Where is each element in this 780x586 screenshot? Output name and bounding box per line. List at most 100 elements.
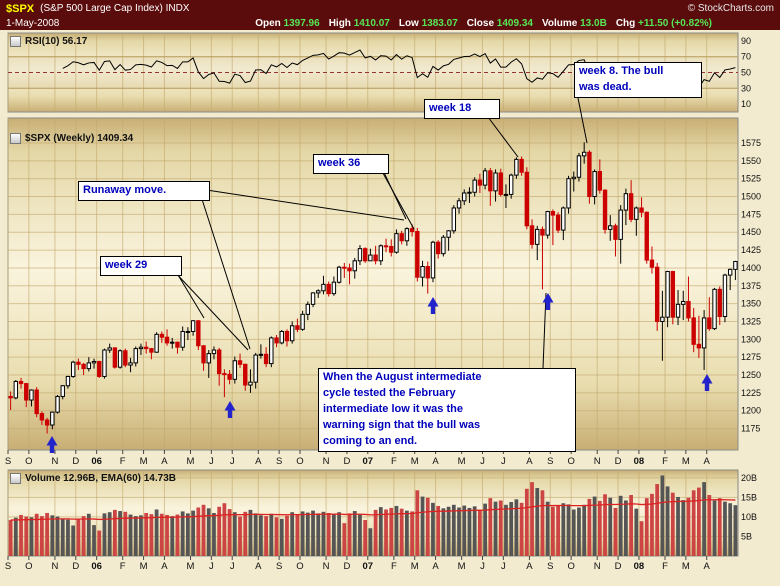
svg-text:O: O	[296, 561, 303, 572]
svg-text:A: A	[526, 456, 533, 467]
svg-text:A: A	[432, 456, 439, 467]
quote-low: Low 1383.07	[398, 17, 458, 29]
svg-text:O: O	[567, 456, 574, 467]
svg-text:1450: 1450	[741, 227, 761, 237]
svg-text:1325: 1325	[741, 316, 761, 326]
quote-change: Chg +11.50 (+0.82%)	[615, 17, 712, 29]
svg-text:S: S	[5, 561, 11, 572]
svg-text:J: J	[209, 456, 214, 467]
svg-text:M: M	[682, 456, 690, 467]
rsi-label-text: RSI(10) 56.17	[25, 36, 88, 47]
svg-text:08: 08	[634, 456, 645, 467]
header-title-row: $SPX (S&P 500 Large Cap Index) INDX © St…	[0, 0, 780, 16]
chart-date: 1-May-2008	[6, 17, 60, 29]
svg-text:D: D	[615, 456, 622, 467]
svg-text:F: F	[662, 456, 668, 467]
quote-strip: Open 1397.96 High 1410.07 Low 1383.07 Cl…	[255, 18, 774, 29]
svg-text:F: F	[120, 561, 126, 572]
chart-header: $SPX (S&P 500 Large Cap Index) INDX © St…	[0, 0, 780, 30]
cycle-low-arrow-icon	[46, 436, 58, 453]
stockcharts-copyright: © StockCharts.com	[687, 3, 774, 14]
svg-text:1250: 1250	[741, 370, 761, 380]
svg-text:F: F	[391, 561, 397, 572]
svg-text:30: 30	[741, 83, 751, 93]
svg-text:D: D	[343, 561, 350, 572]
header-quote-row: 1-May-2008 Open 1397.96 High 1410.07 Low…	[0, 16, 780, 30]
svg-text:5B: 5B	[741, 531, 752, 541]
svg-text:M: M	[140, 456, 148, 467]
svg-text:1425: 1425	[741, 245, 761, 255]
quote-high: High 1410.07	[328, 17, 390, 29]
svg-text:M: M	[187, 561, 195, 572]
svg-text:J: J	[230, 561, 235, 572]
svg-text:M: M	[458, 561, 466, 572]
svg-text:07: 07	[363, 456, 374, 467]
svg-text:1275: 1275	[741, 352, 761, 362]
index-name: (S&P 500 Large Cap Index) INDX	[40, 3, 190, 14]
svg-text:S: S	[547, 561, 553, 572]
svg-text:N: N	[594, 456, 601, 467]
annotation-week36: week 36	[313, 154, 389, 174]
candlestick-icon	[10, 133, 21, 144]
svg-text:20B: 20B	[741, 473, 757, 483]
cycle-low-arrow-icon	[427, 297, 439, 314]
svg-text:F: F	[391, 456, 397, 467]
svg-text:06: 06	[91, 456, 102, 467]
annotation-week18: week 18	[424, 99, 500, 119]
svg-text:J: J	[501, 456, 506, 467]
indicator-icon	[10, 36, 21, 47]
svg-text:O: O	[567, 561, 574, 572]
svg-text:07: 07	[363, 561, 374, 572]
svg-text:N: N	[323, 456, 330, 467]
cycle-low-arrow-icon	[224, 401, 236, 418]
svg-text:O: O	[296, 456, 303, 467]
svg-text:1550: 1550	[741, 156, 761, 166]
volume-label-text: Volume 12.96B, EMA(60) 14.73B	[25, 473, 176, 484]
svg-text:J: J	[480, 561, 485, 572]
svg-text:A: A	[432, 561, 439, 572]
svg-text:A: A	[161, 456, 168, 467]
volume-panel-label: Volume 12.96B, EMA(60) 14.73B	[10, 473, 176, 484]
svg-text:S: S	[276, 561, 282, 572]
svg-text:J: J	[230, 456, 235, 467]
annotation-bull-end-note: When the August intermediate cycle teste…	[318, 368, 576, 452]
svg-text:S: S	[276, 456, 282, 467]
quote-open: Open 1397.96	[255, 17, 320, 29]
svg-text:A: A	[255, 456, 262, 467]
svg-text:A: A	[161, 561, 168, 572]
svg-text:A: A	[526, 561, 533, 572]
svg-text:M: M	[140, 561, 148, 572]
svg-text:1400: 1400	[741, 263, 761, 273]
volume-icon	[10, 473, 21, 484]
svg-text:08: 08	[634, 561, 645, 572]
svg-text:D: D	[615, 561, 622, 572]
svg-text:1350: 1350	[741, 299, 761, 309]
svg-text:10: 10	[741, 99, 751, 109]
svg-text:06: 06	[91, 561, 102, 572]
cycle-low-arrow-icon	[701, 374, 713, 391]
svg-text:1575: 1575	[741, 138, 761, 148]
svg-text:A: A	[704, 456, 711, 467]
price-label-text: $SPX (Weekly) 1409.34	[25, 133, 134, 144]
ticker-symbol: $SPX	[6, 2, 35, 15]
svg-text:O: O	[25, 456, 32, 467]
svg-text:N: N	[51, 456, 58, 467]
svg-text:1225: 1225	[741, 388, 761, 398]
svg-text:D: D	[343, 456, 350, 467]
svg-text:A: A	[704, 561, 711, 572]
svg-text:M: M	[411, 456, 419, 467]
svg-text:1175: 1175	[741, 424, 760, 434]
cycle-low-arrow-icon	[542, 293, 554, 310]
svg-text:J: J	[480, 456, 485, 467]
svg-text:10B: 10B	[741, 512, 757, 522]
svg-text:J: J	[209, 561, 214, 572]
svg-text:M: M	[458, 456, 466, 467]
price-panel-label: $SPX (Weekly) 1409.34	[10, 133, 133, 144]
svg-text:F: F	[120, 456, 126, 467]
svg-text:J: J	[501, 561, 506, 572]
svg-text:A: A	[255, 561, 262, 572]
svg-text:70: 70	[741, 52, 751, 62]
svg-text:15B: 15B	[741, 492, 757, 502]
svg-text:M: M	[187, 456, 195, 467]
